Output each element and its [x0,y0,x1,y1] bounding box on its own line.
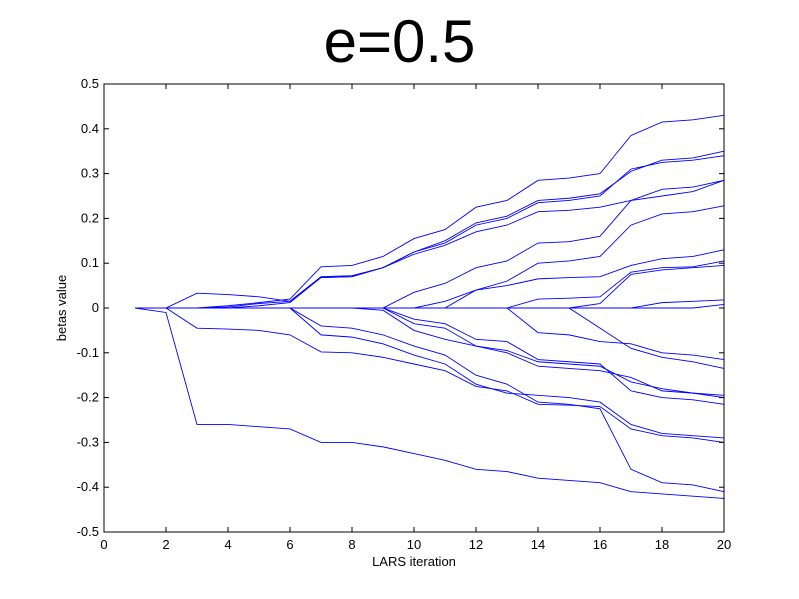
series-line-6 [135,179,725,309]
y-tick-label: -0.1 [77,345,99,360]
x-tick-label: 8 [348,537,355,552]
x-tick-label: 20 [717,537,731,552]
y-tick-label: -0.2 [77,390,99,405]
y-tick-label: 0.2 [81,210,99,225]
series-lines [134,114,725,499]
series-line-5 [135,155,725,309]
y-tick-label: 0.4 [81,121,99,136]
series-line-3 [135,114,725,309]
x-tick-label: 6 [286,537,293,552]
x-tick-label: 4 [224,537,231,552]
y-tick-label: 0.3 [81,166,99,181]
x-axis-label: LARS iteration [372,554,456,569]
series-line-14 [135,307,725,439]
chart-title: e=0.5 [323,8,476,75]
y-tick-label: -0.4 [77,479,99,494]
x-tick-label: 10 [407,537,421,552]
x-tick-label: 18 [655,537,669,552]
series-line-19 [135,307,725,360]
x-tick-label: 2 [162,537,169,552]
series-line-20 [135,307,725,369]
x-tick-label: 14 [531,537,545,552]
series-line-18 [135,307,725,405]
x-tick-label: 0 [100,537,107,552]
series-line-15 [135,307,725,493]
y-tick-label: -0.3 [77,434,99,449]
series-line-1 [134,307,725,499]
series-line-7 [135,205,725,309]
y-axis-ticks: 0.5 0.4 0.3 0.2 0.1 0 -0.1 -0.2 -0.3 -0.4 -0.5 [77,76,724,539]
y-tick-label: -0.5 [77,524,99,539]
x-axis-ticks: 0 2 4 6 8 10 12 14 16 18 20 [100,84,731,552]
y-axis-label: betas value [54,275,69,342]
series-line-13 [135,307,725,443]
x-tick-label: 16 [593,537,607,552]
series-line-2 [135,179,725,309]
y-tick-label: 0.5 [81,76,99,91]
series-line-8 [135,249,725,309]
x-tick-label: 12 [469,537,483,552]
y-tick-label: 0 [92,300,99,315]
y-tick-label: 0.1 [81,255,99,270]
series-line-9 [135,260,725,309]
series-line-4 [135,150,725,309]
